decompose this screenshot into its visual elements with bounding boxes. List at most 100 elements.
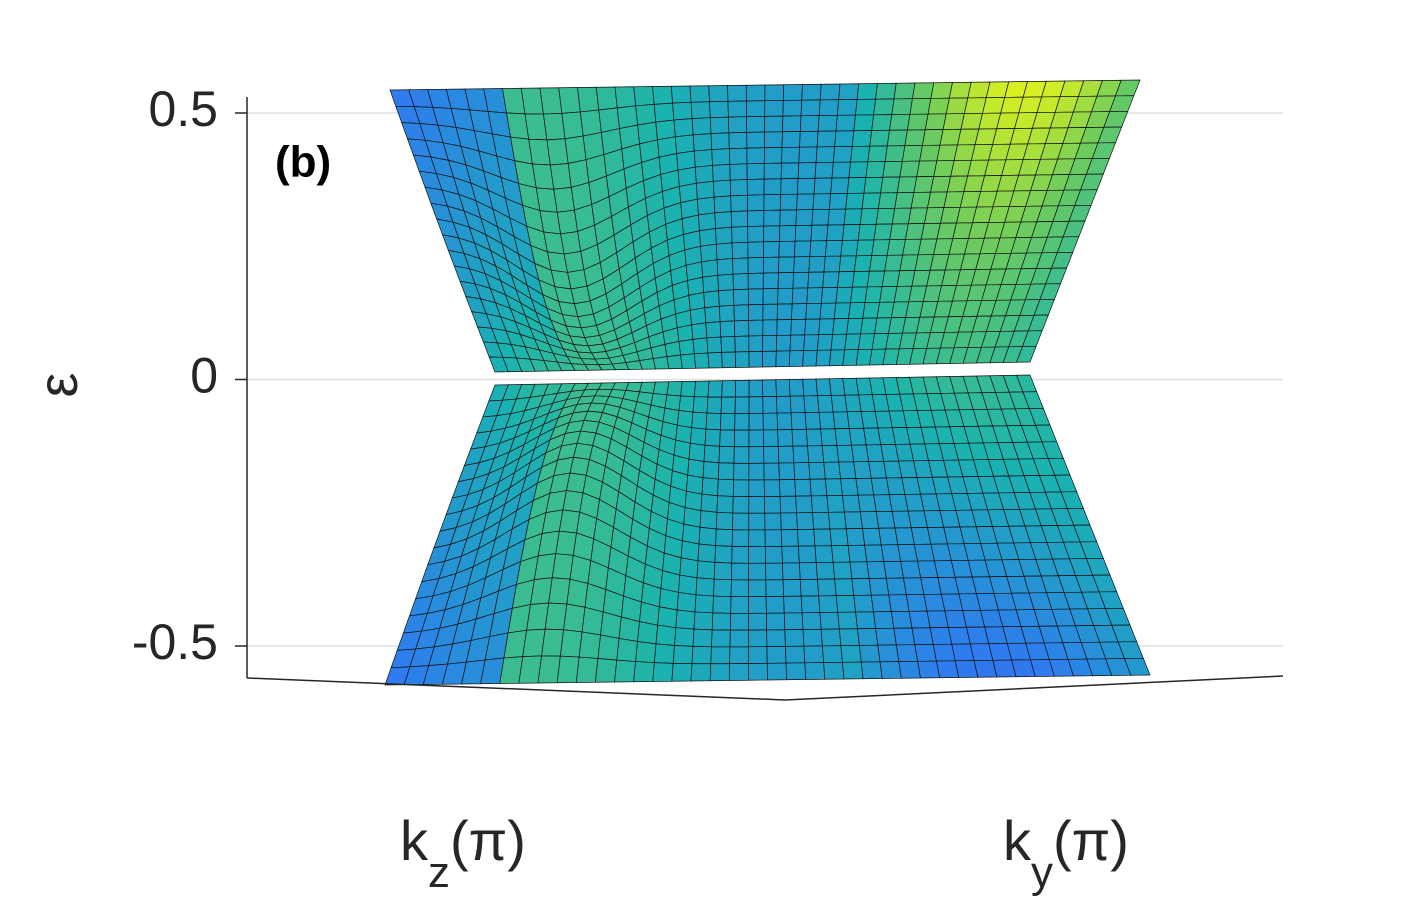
surface-patch [817,578,837,597]
surface-patch [791,287,809,305]
surface-patch [908,610,931,629]
surface-patch [746,131,765,149]
surface-patch [664,341,681,357]
surface-patch [748,612,768,631]
surface-patch [775,334,792,352]
surface-patch [809,240,828,257]
surface-patch [692,133,713,152]
surface-patch [747,210,765,227]
surface-patch [555,530,577,556]
surface-patch [807,445,825,463]
surface-patch [712,164,731,182]
surface-patch [537,655,561,684]
surface-patch [764,529,783,547]
surface-patch [828,511,847,530]
surface-patch [823,661,845,680]
surface-patch [798,562,818,580]
surface-patch [553,186,575,213]
surface-patch [818,411,836,430]
surface-patch [676,410,694,429]
surface-patch [732,273,749,291]
surface-patch [708,85,729,103]
surface-patch [817,395,834,413]
surface-patch [597,634,620,661]
surface-patch [748,496,766,514]
surface-patch [703,290,720,309]
surface-patch [763,147,783,164]
surface-patch [733,462,750,481]
surface-patch [672,101,693,121]
surface-patch [782,562,801,581]
surface-patch [652,381,670,396]
surface-patch [779,193,798,211]
surface-patch [716,495,734,514]
surface-patch [747,288,764,306]
surface-patch [795,209,814,226]
surface-patch [826,495,845,513]
surface-patch [748,462,765,481]
surface-patch [785,662,807,681]
surface-patch [776,303,793,321]
surface-patch [549,163,572,190]
surface-patch [748,646,768,664]
surface-patch [734,413,750,431]
surface-patch [748,350,763,368]
surface-patch [676,150,696,171]
surface-patch [898,660,921,679]
surface-patch [701,259,719,278]
surface-patch [616,638,638,662]
surface-patch [882,160,903,178]
surface-patch [764,131,783,149]
surface-patch [789,334,806,352]
surface-patch [791,428,808,447]
surface-patch [859,511,880,529]
surface-patch [700,493,718,513]
surface-patch [704,305,721,324]
surface-patch [936,660,960,679]
surface-patch [819,611,840,630]
surface-patch [790,412,807,430]
surface-patch [556,209,579,235]
surface-patch [733,446,750,464]
surface-patch [855,611,877,630]
surface-patch [734,335,750,353]
surface-patch [748,304,764,321]
surface-patch [799,578,820,597]
surface-patch [797,528,816,547]
surface-patch [614,86,637,109]
surface-patch [840,478,859,496]
surface-patch [764,512,782,531]
surface-patch [838,628,860,647]
surface-patch [866,561,887,579]
surface-patch [763,446,780,464]
surface-patch [888,594,910,612]
surface-patch [734,396,750,414]
surface-patch [711,148,731,166]
surface-patch [676,324,694,342]
surface-patch [575,656,599,683]
surface-patch [748,512,766,531]
y-tick-label: 0.5 [148,81,218,137]
surface-patch [818,318,835,336]
x2-label-base: k [1003,809,1032,872]
surface-patch [800,99,821,117]
surface-patch [699,228,717,247]
surface-patch [837,271,855,288]
surface-patch [690,663,712,682]
surface-patch [654,643,675,664]
surface-patch [673,118,694,138]
surface-patch [1124,657,1151,676]
surface-patch [682,523,701,545]
surface-patch [834,578,855,597]
surface-patch [846,317,864,335]
surface-patch [853,461,872,479]
surface-patch [799,130,819,148]
surface-patch [594,658,618,683]
surface-patch [807,271,825,289]
surface-patch [782,579,802,597]
surface-patch [848,427,867,446]
surface-patch [776,395,792,414]
surface-patch [544,602,568,631]
surface-patch [884,145,906,162]
surface-patch [835,595,857,613]
